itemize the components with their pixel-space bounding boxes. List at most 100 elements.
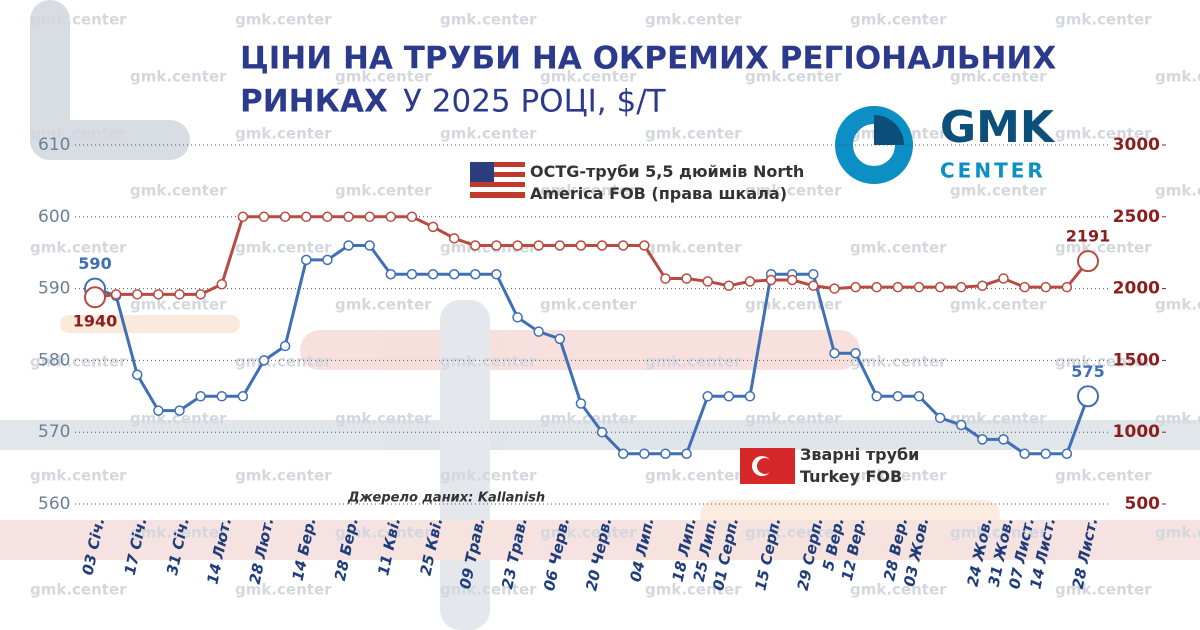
data-point xyxy=(934,412,946,424)
data-point xyxy=(364,240,375,251)
data-point xyxy=(596,426,608,438)
data-point xyxy=(153,405,164,416)
data-point xyxy=(955,281,967,293)
watermark: gmk.center xyxy=(1155,296,1200,314)
watermark: gmk.center xyxy=(30,581,127,599)
data-label: 1940 xyxy=(73,312,118,331)
data-point xyxy=(660,273,671,284)
data-point xyxy=(977,280,988,291)
watermark: gmk.center xyxy=(950,296,1047,314)
watermark: gmk.center xyxy=(1155,68,1200,86)
watermark: gmk.center xyxy=(645,581,742,599)
data-point xyxy=(258,211,270,223)
data-point xyxy=(195,289,206,300)
data-label: 590 xyxy=(78,254,111,273)
watermark: gmk.center xyxy=(440,467,537,485)
data-point xyxy=(998,434,1009,445)
data-point xyxy=(132,369,143,381)
source: Джерело даних: Kallanish xyxy=(347,491,545,506)
data-point xyxy=(829,347,840,359)
flag-us xyxy=(470,162,525,198)
y2-tick-label: 1500 xyxy=(1113,350,1160,370)
data-point xyxy=(850,347,861,359)
watermark: gmk.center xyxy=(440,581,537,599)
data-point xyxy=(512,240,523,251)
watermark: gmk.center xyxy=(335,524,432,542)
data-point xyxy=(1061,448,1073,459)
data-point xyxy=(174,289,185,300)
watermark: gmk.center xyxy=(850,467,947,485)
title-bold: РИНКАХ xyxy=(240,84,388,120)
data-point xyxy=(892,281,904,293)
y-tick-label: 590 xyxy=(38,279,70,299)
y-tick-label: 560 xyxy=(38,494,70,514)
watermark: gmk.center xyxy=(440,353,537,371)
data-point xyxy=(892,391,904,402)
data-point xyxy=(660,448,671,459)
watermark: gmk.center xyxy=(130,296,227,314)
watermark: gmk.center xyxy=(645,125,742,143)
watermark: gmk.center xyxy=(1055,467,1152,485)
data-point xyxy=(385,268,397,280)
data-point xyxy=(364,211,375,223)
watermark: gmk.center xyxy=(335,182,432,200)
data-point xyxy=(1040,281,1051,293)
watermark: gmk.center xyxy=(850,11,947,29)
watermark: gmk.center xyxy=(130,182,227,200)
data-point xyxy=(998,273,1009,284)
watermark: gmk.center xyxy=(130,68,227,86)
data-point xyxy=(237,211,249,223)
watermark: gmk.center xyxy=(235,353,332,371)
watermark: gmk.center xyxy=(440,11,537,29)
watermark: gmk.center xyxy=(645,467,742,485)
watermark: gmk.center xyxy=(645,11,742,29)
watermark: gmk.center xyxy=(335,68,432,86)
data-point xyxy=(702,391,713,402)
y-tick-label: 600 xyxy=(38,207,70,227)
data-point xyxy=(279,340,291,352)
flag-tr xyxy=(740,448,795,484)
watermark: gmk.center xyxy=(1055,353,1152,371)
data-point xyxy=(617,240,629,251)
data-point xyxy=(702,276,713,287)
watermark: gmk.center xyxy=(1055,11,1152,29)
data-point xyxy=(1040,448,1051,459)
data-point xyxy=(744,276,756,287)
watermark: gmk.center xyxy=(30,11,127,29)
data-point xyxy=(1019,281,1030,293)
data-point xyxy=(871,281,882,293)
data-point xyxy=(110,289,122,300)
watermark: gmk.center xyxy=(745,524,842,542)
watermark: gmk.center xyxy=(645,353,742,371)
watermark: gmk.center xyxy=(30,353,127,371)
data-point xyxy=(237,391,249,402)
data-point xyxy=(322,254,333,266)
data-point xyxy=(723,280,735,291)
data-point xyxy=(744,391,756,402)
data-point xyxy=(427,221,439,233)
data-point xyxy=(681,273,692,284)
watermark: gmk.center xyxy=(540,182,637,200)
data-point xyxy=(448,268,460,280)
data-point xyxy=(1077,250,1099,273)
watermark: gmk.center xyxy=(130,524,227,542)
title-rest: У 2025 РОЦІ, $/Т xyxy=(403,84,667,120)
watermark: gmk.center xyxy=(235,11,332,29)
data-point xyxy=(406,211,418,223)
watermark: gmk.center xyxy=(1155,524,1200,542)
y2-tick-label: 500 xyxy=(1125,494,1161,514)
data-point xyxy=(723,391,735,402)
data-point xyxy=(1077,385,1099,408)
watermark: gmk.center xyxy=(850,239,947,257)
watermark: gmk.center xyxy=(1055,125,1152,143)
watermark: gmk.center xyxy=(950,524,1047,542)
data-point xyxy=(216,279,228,290)
watermark: gmk.center xyxy=(30,125,127,143)
watermark: gmk.center xyxy=(950,410,1047,428)
legend-label: OCTG-труби 5,5 дюймів North America FOB (… xyxy=(530,162,804,203)
data-point xyxy=(174,405,185,416)
data-point xyxy=(617,448,629,459)
data-point xyxy=(575,240,587,251)
data-point xyxy=(343,211,354,223)
